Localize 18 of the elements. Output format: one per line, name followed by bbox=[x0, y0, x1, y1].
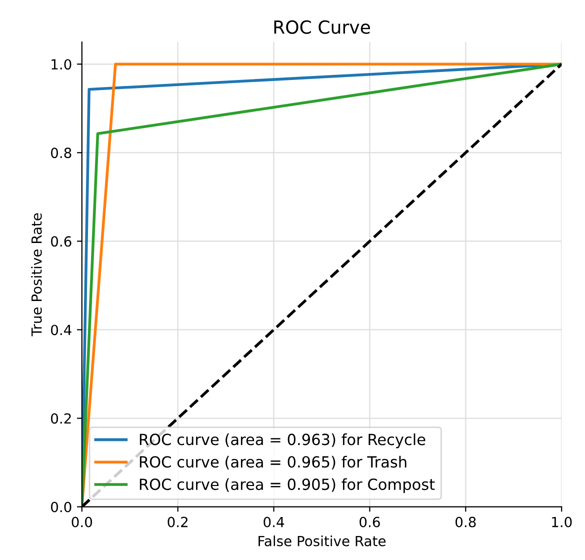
legend-label: ROC curve (area = 0.965) for Trash bbox=[140, 456, 406, 470]
legend-label: ROC curve (area = 0.963) for Recycle bbox=[140, 433, 426, 448]
x-tick-label: 0.0 bbox=[72, 516, 92, 528]
x-tick-label: 0.4 bbox=[264, 516, 284, 528]
y-tick-label: 0.6 bbox=[51, 236, 72, 247]
y-tick-label: 0.4 bbox=[51, 324, 72, 336]
y-tick-label: 0.8 bbox=[51, 148, 72, 158]
x-tick-label: 0.8 bbox=[456, 516, 476, 528]
legend-label: ROC curve (area = 0.905) for Compost bbox=[140, 478, 435, 494]
chart-title: ROC Curve bbox=[274, 20, 370, 34]
x-axis-title: False Positive Rate bbox=[258, 536, 386, 546]
x-tick-label: 1.0 bbox=[552, 516, 572, 528]
y-axis-title: True Positive Rate bbox=[31, 213, 42, 336]
y-tick-label: 1.0 bbox=[52, 59, 72, 70]
y-tick-label: 0.0 bbox=[51, 502, 72, 512]
y-tick-label: 0.2 bbox=[51, 413, 71, 424]
x-tick-label: 0.6 bbox=[360, 516, 380, 528]
x-tick-label: 0.2 bbox=[168, 516, 188, 528]
